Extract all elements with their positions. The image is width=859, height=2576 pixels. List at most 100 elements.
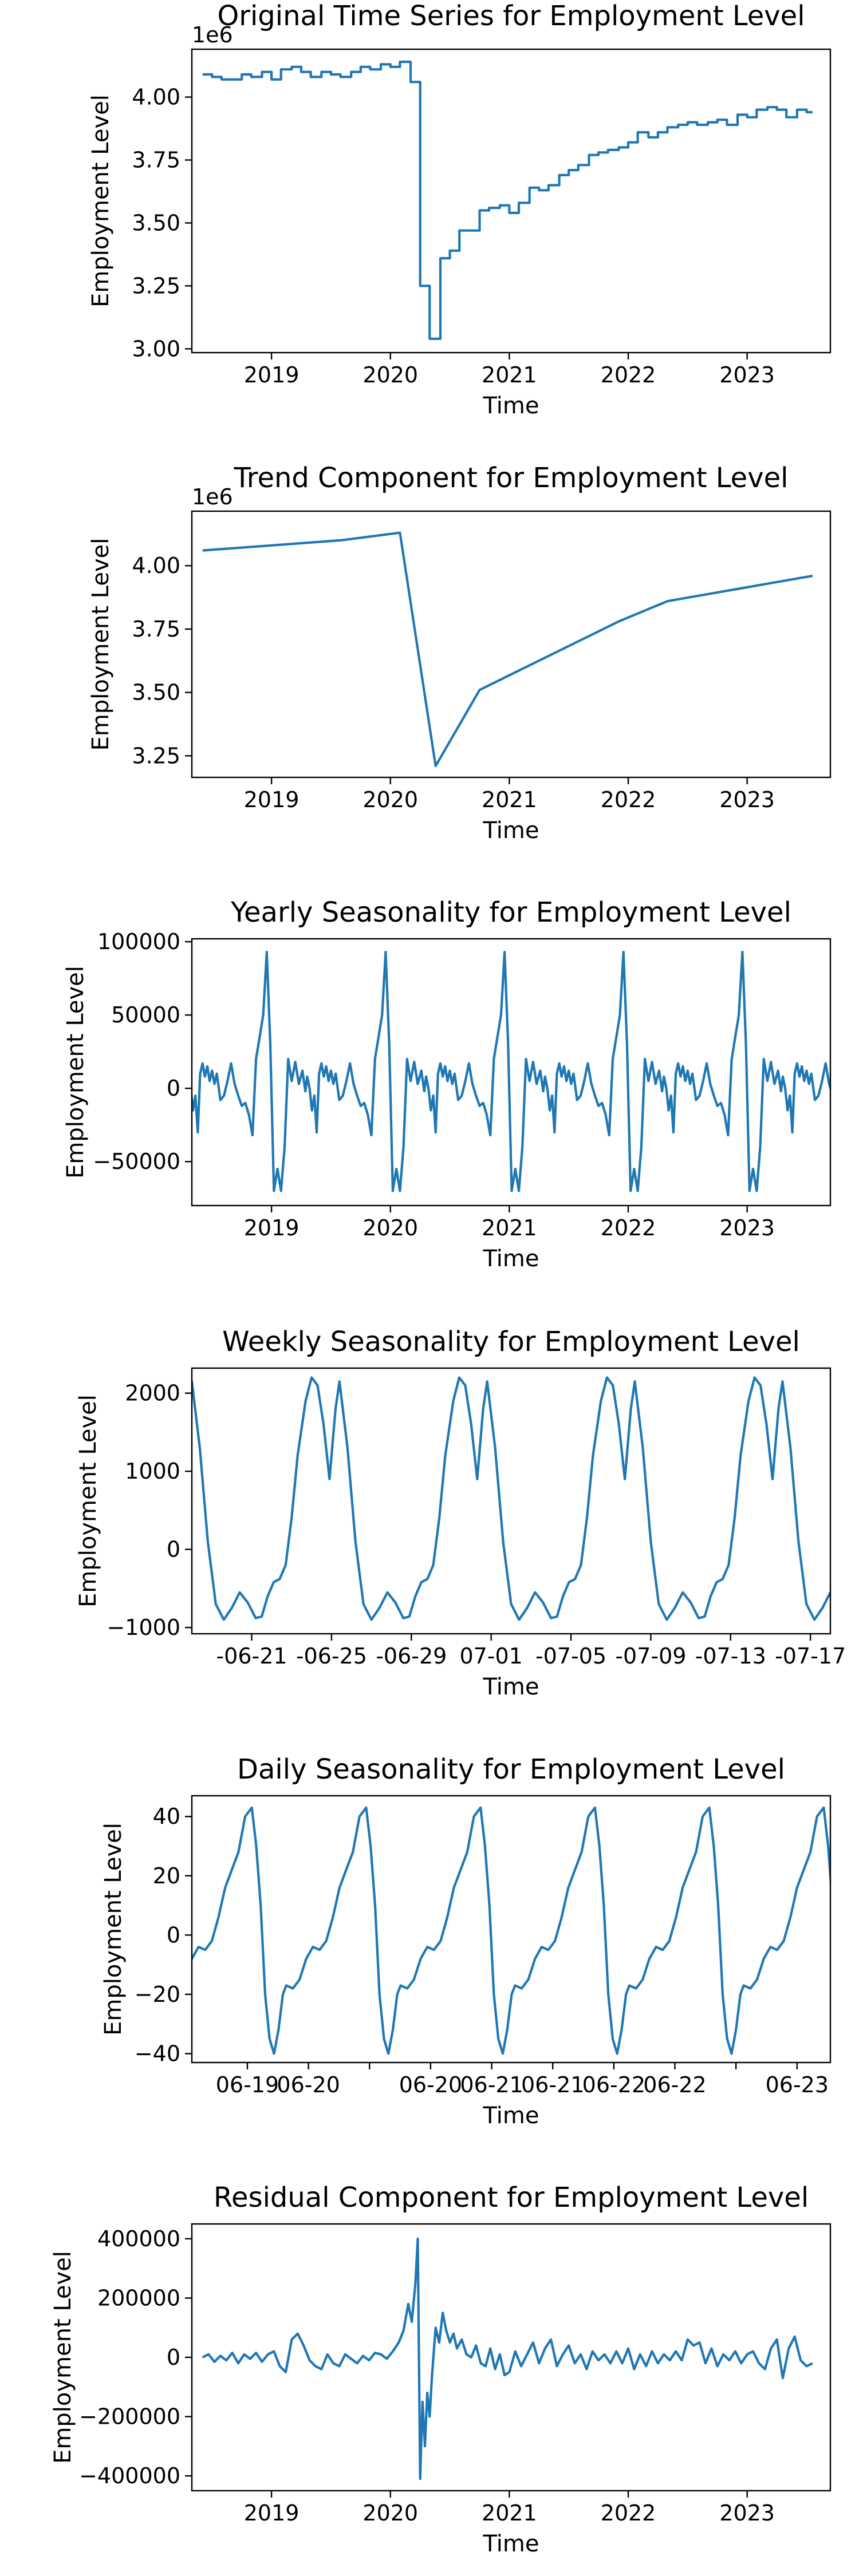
chart-title: Residual Component for Employment Level bbox=[214, 2182, 809, 2214]
axes-frame bbox=[191, 1367, 832, 1635]
y-tick-label: 3.75 bbox=[132, 148, 180, 173]
x-tick-label: 2023 bbox=[719, 787, 775, 812]
y-tick-label: 100000 bbox=[97, 929, 180, 954]
y-tick-label: 50000 bbox=[111, 1002, 180, 1028]
y-tick-label: 3.75 bbox=[132, 617, 180, 642]
x-tick-label: -07-09 bbox=[615, 1643, 686, 1669]
y-tick-label: 40 bbox=[153, 1804, 180, 1829]
x-tick-label: 2019 bbox=[244, 362, 300, 388]
x-tick-label: 06-19 bbox=[216, 2072, 279, 2097]
chart-title: Original Time Series for Employment Leve… bbox=[217, 0, 805, 32]
x-tick-label: -07-17 bbox=[775, 1643, 846, 1669]
x-axis-label: Time bbox=[483, 1674, 539, 1700]
x-tick-label: 2022 bbox=[601, 2500, 656, 2526]
x-axis-label: Time bbox=[483, 1246, 539, 1272]
y-tick-label: 1000 bbox=[125, 1459, 180, 1484]
x-tick-label: 2020 bbox=[362, 2500, 418, 2526]
series-line bbox=[192, 1806, 830, 2055]
y-tick-label: 400000 bbox=[97, 2226, 180, 2251]
x-tick-label: 06-23 bbox=[766, 2072, 829, 2097]
x-tick-label: 06-21 bbox=[460, 2072, 523, 2097]
y-axis-label: Employment Level bbox=[88, 94, 114, 307]
y-tick-label: −1000 bbox=[107, 1615, 180, 1640]
x-tick-label: 2020 bbox=[362, 787, 418, 812]
y-tick-label: 2000 bbox=[125, 1381, 180, 1406]
y-tick-label: −400000 bbox=[79, 2463, 180, 2488]
x-tick-label: 2019 bbox=[244, 787, 300, 812]
chart-panel-4: -06-21 -06-25 -06-29 07-01 -07-05 -07-09 -07-1… bbox=[75, 1326, 846, 1700]
y-tick-label: 0 bbox=[167, 2345, 180, 2370]
x-tick-label: 2023 bbox=[719, 362, 775, 388]
x-tick-label: 06-22 bbox=[643, 2072, 706, 2097]
series-line bbox=[192, 950, 830, 1192]
x-tick-label: 2021 bbox=[482, 1215, 537, 1240]
x-axis-label: Time bbox=[483, 2531, 539, 2557]
x-tick-label: 2023 bbox=[719, 1215, 775, 1240]
y-tick-label: 3.50 bbox=[132, 680, 180, 705]
x-tick-label: 06-20 bbox=[399, 2072, 462, 2097]
axis-offset-label: 1e6 bbox=[192, 22, 233, 48]
y-tick-label: −20 bbox=[135, 1982, 180, 2007]
y-tick-label: 3.25 bbox=[132, 743, 180, 768]
x-tick-label: -06-21 bbox=[216, 1643, 287, 1669]
x-tick-label: 06-20 bbox=[277, 2072, 340, 2097]
chart-panel-1: 2019 2020 2021 2022 2023 3.00 3.25 3.50 3.75 4.00… bbox=[88, 0, 832, 419]
y-tick-label: −50000 bbox=[93, 1149, 180, 1174]
y-tick-label: 4.00 bbox=[132, 85, 180, 110]
x-tick-label: 2021 bbox=[482, 787, 537, 812]
y-tick-label: 4.00 bbox=[132, 553, 180, 578]
x-tick-label: 2019 bbox=[244, 1215, 300, 1240]
x-tick-label: -07-05 bbox=[535, 1643, 606, 1669]
x-tick-label: 2022 bbox=[601, 1215, 656, 1240]
y-axis-label: Employment Level bbox=[50, 2251, 76, 2464]
y-tick-label: −40 bbox=[135, 2041, 180, 2066]
x-tick-label: 2022 bbox=[601, 362, 656, 388]
chart-title: Weekly Seasonality for Employment Level bbox=[222, 1326, 800, 1358]
x-tick-label: 06-22 bbox=[582, 2072, 645, 2097]
y-axis-label: Employment Level bbox=[62, 966, 89, 1179]
y-tick-label: 3.00 bbox=[132, 336, 180, 361]
x-tick-label: 2019 bbox=[244, 2500, 300, 2526]
chart-panel-2: 2019 2020 2021 2022 20233.253.503.754.001e6T… bbox=[88, 462, 832, 844]
y-tick-label: 20 bbox=[153, 1863, 180, 1888]
x-tick-label: 2020 bbox=[362, 1215, 418, 1240]
axis-offset-label: 1e6 bbox=[192, 484, 233, 509]
x-tick-label: 2022 bbox=[601, 787, 656, 812]
axes-frame bbox=[191, 938, 832, 1207]
series-line bbox=[202, 531, 813, 768]
x-tick-label: 06-21 bbox=[521, 2072, 584, 2097]
y-tick-label: 3.25 bbox=[132, 273, 180, 298]
y-tick-label: 0 bbox=[167, 1537, 180, 1562]
x-axis-label: Time bbox=[483, 393, 539, 419]
x-tick-label: 2023 bbox=[719, 2500, 775, 2526]
x-tick-label: -06-25 bbox=[296, 1643, 367, 1669]
x-tick-label: 2020 bbox=[362, 362, 418, 388]
axes-frame bbox=[191, 48, 832, 354]
series-line bbox=[192, 1376, 830, 1621]
y-tick-label: 200000 bbox=[97, 2285, 180, 2310]
y-tick-label: 0 bbox=[167, 1922, 180, 1947]
chart-title: Daily Seasonality for Employment Level bbox=[237, 1753, 785, 1785]
axes-frame bbox=[191, 510, 832, 779]
series-line bbox=[202, 2237, 813, 2480]
series-line bbox=[202, 60, 813, 340]
chart-title: Trend Component for Employment Level bbox=[234, 462, 789, 494]
y-axis-label: Employment Level bbox=[100, 1823, 127, 2036]
y-tick-label: 3.50 bbox=[132, 210, 180, 235]
y-tick-label: 0 bbox=[167, 1076, 180, 1101]
x-axis-label: Time bbox=[483, 2103, 539, 2129]
x-tick-label: 2021 bbox=[482, 362, 537, 388]
chart-panel-3: 2019 2020 2021 2022 2023 −50000 0 50000 100000 Ye… bbox=[62, 896, 832, 1272]
chart-title: Yearly Seasonality for Employment Level bbox=[230, 896, 791, 929]
y-axis-label: Employment Level bbox=[88, 538, 114, 751]
y-tick-label: −200000 bbox=[79, 2404, 180, 2429]
x-tick-label: -06-29 bbox=[376, 1643, 447, 1669]
y-axis-label: Employment Level bbox=[75, 1394, 101, 1607]
x-tick-label: 07-01 bbox=[459, 1643, 522, 1669]
axes-frame bbox=[191, 1795, 832, 2064]
x-axis-label: Time bbox=[483, 817, 539, 844]
x-tick-label: -07-13 bbox=[695, 1643, 766, 1669]
chart-panel-6: 2019 2020 2021 2022 2023 −400000 −200000 0 20000… bbox=[50, 2182, 832, 2557]
